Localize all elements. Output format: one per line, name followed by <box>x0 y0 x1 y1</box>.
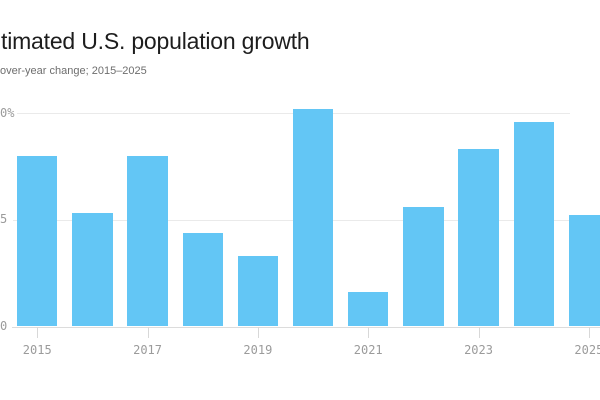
bar-2023 <box>458 149 499 327</box>
x-axis-tick <box>257 327 259 338</box>
x-axis-tick <box>588 327 590 338</box>
x-axis-tick-label: 2015 <box>22 343 52 357</box>
bar-2018 <box>182 232 223 327</box>
bar-2021 <box>348 292 389 327</box>
x-axis-tick-label: 2023 <box>464 343 493 357</box>
bar-2016 <box>72 213 113 327</box>
x-axis-tick-label: 2021 <box>353 343 383 357</box>
bar-2025 <box>568 215 600 327</box>
chart-title: timated U.S. population growth <box>1 28 310 54</box>
bar-2019 <box>237 256 279 327</box>
x-axis-tick-label: 2019 <box>243 343 273 357</box>
chart-subtitle: over-year change; 2015–2025 <box>0 65 147 77</box>
x-axis-tick <box>37 327 39 338</box>
y-axis-tick-label: 0 <box>0 319 8 333</box>
x-axis-tick <box>147 327 149 338</box>
x-axis-tick <box>368 327 370 338</box>
y-gridline <box>13 219 570 221</box>
bar-2017 <box>127 155 168 327</box>
x-axis-tick-label: 2025 <box>574 343 600 357</box>
x-axis-tick <box>478 327 480 338</box>
bar-2015 <box>17 155 58 327</box>
y-axis-tick-label: 5 <box>0 212 8 227</box>
x-axis-baseline <box>12 326 600 328</box>
y-axis-tick-label: 0% <box>0 105 15 120</box>
bar-2024 <box>513 121 554 327</box>
bar-2020 <box>292 108 334 327</box>
x-axis-tick-label: 2017 <box>133 343 163 357</box>
bar-2022 <box>403 206 444 327</box>
